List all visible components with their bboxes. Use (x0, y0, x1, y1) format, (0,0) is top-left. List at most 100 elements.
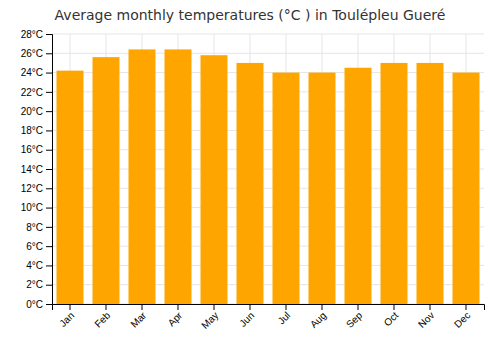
tick-label: Oct (382, 310, 401, 329)
bar (345, 68, 372, 304)
grid (52, 34, 484, 304)
tick-mark (250, 304, 251, 310)
axis-line (53, 305, 485, 311)
bar (57, 71, 84, 304)
tick-label: 6°C (26, 241, 43, 252)
axis-line (46, 35, 53, 305)
tick-label: 2°C (26, 279, 43, 290)
tick-label: Nov (416, 310, 436, 330)
tick: May (199, 304, 220, 331)
tick-label: Mar (128, 309, 148, 329)
tick: 24°C (21, 67, 52, 78)
tick-label: Sep (344, 309, 365, 330)
tick: 0°C (26, 299, 52, 310)
tick-label: Jun (237, 310, 256, 329)
tick-mark (322, 304, 323, 310)
tick: 6°C (26, 241, 52, 252)
bar (237, 63, 264, 304)
tick-label: 10°C (21, 202, 43, 213)
tick: 26°C (21, 48, 52, 59)
tick: 14°C (21, 164, 52, 175)
tick-label: 18°C (21, 125, 43, 136)
tick-mark (46, 92, 52, 93)
bar (381, 63, 408, 304)
tick: 2°C (26, 279, 52, 290)
bar (201, 55, 228, 304)
y-axis: 0°C 2°C 4°C 6°C 8°C 10°C 12°C 14°C 16°C 18°C 20°C 2… (21, 29, 53, 310)
tick-label: May (199, 310, 220, 331)
tick-mark (46, 53, 52, 54)
tick: Nov (416, 304, 436, 330)
tick: 18°C (21, 125, 52, 136)
tick-label: 12°C (21, 183, 43, 194)
tick-mark (46, 208, 52, 209)
bar (453, 73, 480, 304)
tick: Oct (382, 304, 401, 328)
tick-mark (106, 304, 107, 310)
tick: 8°C (26, 222, 52, 233)
tick: Jun (237, 304, 256, 329)
bar (273, 73, 300, 304)
tick-mark (46, 73, 52, 74)
tick-mark (214, 304, 215, 310)
bars (57, 49, 480, 304)
tick-label: Jul (276, 310, 293, 327)
tick-label: 0°C (26, 299, 43, 310)
tick-mark (46, 188, 52, 189)
tick: Sep (344, 304, 365, 330)
tick: 10°C (21, 202, 52, 213)
tick-mark (46, 169, 52, 170)
bar (309, 73, 336, 304)
grid-line-y (52, 53, 484, 54)
tick-mark (286, 304, 287, 310)
tick-mark (466, 304, 467, 310)
tick-mark (70, 304, 71, 310)
tick-mark (178, 304, 179, 310)
tick: 16°C (21, 144, 52, 155)
tick-mark (394, 304, 395, 310)
chart: Average monthly temperatures (°C ) in To… (0, 0, 500, 350)
tick-mark (46, 150, 52, 151)
tick-mark (46, 265, 52, 266)
tick: Jul (276, 304, 293, 326)
tick: 20°C (21, 106, 52, 117)
tick: Feb (92, 304, 112, 330)
tick-mark (46, 227, 52, 228)
tick-label: Jan (57, 310, 76, 329)
tick: 22°C (21, 87, 52, 98)
tick-mark (46, 246, 52, 247)
tick-label: Apr (166, 309, 185, 328)
tick-label: 16°C (21, 144, 43, 155)
tick-mark (358, 304, 359, 310)
tick-mark (46, 304, 52, 305)
plot: Jan Feb Mar Apr May Jun Jul Aug Sep Oct Nov Dec 0°C 2… (21, 29, 485, 331)
tick-mark (430, 304, 431, 310)
tick-label: 4°C (26, 260, 43, 271)
tick-label: Feb (92, 309, 112, 329)
bar (417, 63, 444, 304)
bar (129, 49, 156, 304)
tick: Jan (57, 304, 76, 329)
tick-label: Dec (452, 310, 472, 330)
tick-label: 26°C (21, 48, 43, 59)
tick-label: 8°C (26, 222, 43, 233)
grid-line-y (52, 34, 484, 35)
tick-label: 28°C (21, 29, 43, 40)
tick-label: 24°C (21, 67, 43, 78)
bar (165, 49, 192, 304)
tick: 4°C (26, 260, 52, 271)
tick-mark (46, 285, 52, 286)
tick: Mar (128, 304, 148, 330)
tick: Apr (166, 304, 185, 328)
bar (93, 57, 120, 304)
tick: Dec (452, 304, 472, 330)
x-axis: Jan Feb Mar Apr May Jun Jul Aug Sep Oct Nov Dec (53, 304, 485, 331)
title: Average monthly temperatures (°C ) in To… (55, 7, 446, 23)
tick: 28°C (21, 29, 52, 40)
tick-label: 22°C (21, 87, 43, 98)
tick: 12°C (21, 183, 52, 194)
tick: Aug (308, 304, 328, 330)
tick-label: 20°C (21, 106, 43, 117)
tick-mark (142, 304, 143, 310)
tick-label: 14°C (21, 164, 43, 175)
